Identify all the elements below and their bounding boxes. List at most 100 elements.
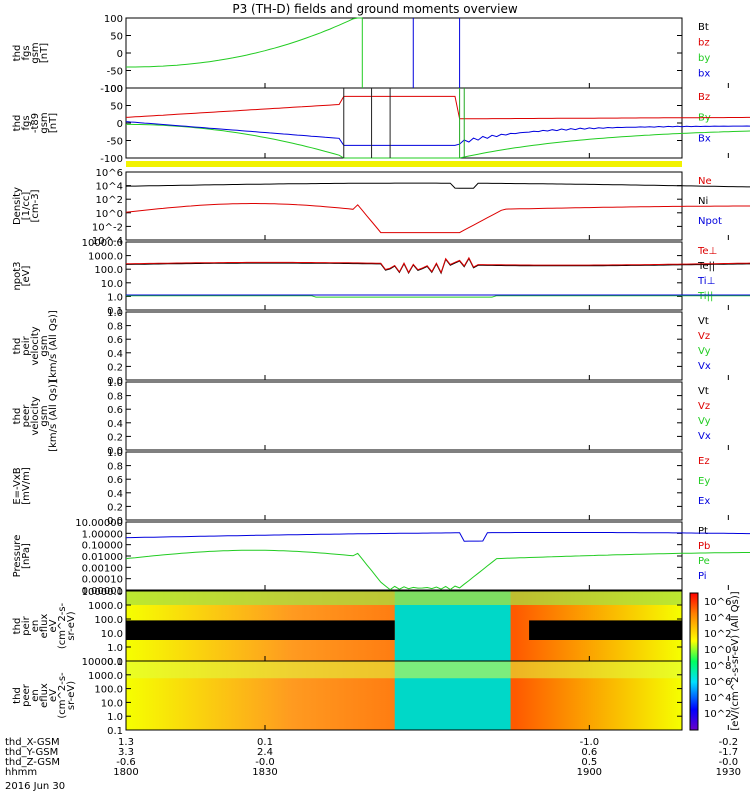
peir-velocity-ylabel: thd: [12, 338, 23, 355]
density-legend-1: Ni: [698, 196, 708, 207]
peer-spectrogram-ytick-label: 10000.0: [82, 657, 123, 668]
colorbar-label: 10^6: [704, 677, 731, 688]
peer-spectrogram-ylabel: peer: [21, 683, 32, 707]
peer-velocity-ytick-label: 0.2: [107, 432, 123, 443]
temperature-legend-1: Te||: [697, 261, 715, 272]
peer-spectrogram-ytick-label: 100.0: [94, 685, 123, 696]
efield-ytick-label: 0.0: [107, 516, 123, 527]
temperature-ylabel: [eV]: [21, 266, 32, 287]
pressure-legend-3: Pi: [698, 571, 707, 582]
xaxis-value: -0.6: [116, 757, 136, 768]
peer-spectrogram-ytick-label: 10.0: [101, 698, 123, 709]
pressure-ytick-label: 0.00100: [82, 563, 123, 574]
peer-velocity-legend-2: Vy: [698, 416, 711, 427]
peir-velocity-ytick-label: 0.2: [107, 362, 123, 373]
pressure-legend-0: Pt: [698, 526, 708, 537]
colorbar-label: 10^4: [704, 613, 731, 624]
fgs-t89-ylabel: -t89: [30, 113, 41, 133]
peer-spectrogram-ylabel: (cm^2-s-: [57, 672, 68, 719]
peer-velocity-legend-3: Vx: [698, 431, 711, 442]
peir-velocity-ytick-label: 0.0: [107, 376, 123, 387]
peer-velocity-ylabel: peer: [21, 404, 32, 428]
density-legend-0: Ne: [698, 176, 712, 187]
xaxis-value: -0.2: [719, 737, 739, 748]
pressure-ytick-label: 0.10000: [82, 541, 123, 552]
peir-velocity-ylabel: velocity: [30, 326, 41, 365]
efield-legend-1: Ey: [698, 476, 710, 487]
fgs-t89-frame: [125, 87, 683, 159]
peir-spectrogram-ytick-label: 1.0: [107, 643, 123, 654]
Pi-trace: [125, 532, 750, 542]
density-ytick-label: 10^-4: [92, 236, 123, 247]
peir-velocity-ytick-label: 0.6: [107, 335, 123, 346]
pressure-ytick-label: 10.00000: [75, 518, 123, 529]
xaxis-value: -0.0: [719, 757, 739, 768]
fgs-t89-ylabel: gsm: [39, 112, 50, 133]
peir-spectrogram-gap-right: [529, 620, 682, 640]
date-label: 2016 Jun 30: [5, 781, 65, 792]
fgs-t89-ytick-label: -50: [107, 137, 123, 148]
efield-ytick-label: 1.0: [107, 448, 123, 459]
fgs-legend-0: Bt: [698, 22, 709, 33]
fgs-ylabel: fgs: [21, 45, 32, 60]
By-trace: [126, 123, 750, 159]
peir-velocity-ytick-label: 0.8: [107, 322, 123, 333]
peir-spectrogram-ytick-label: 100.0: [94, 615, 123, 626]
xaxis-value: 1930: [716, 767, 741, 778]
density-frame: [125, 171, 683, 241]
density-ylabel: Density: [12, 187, 23, 225]
temperature-legend-2: Ti⊥: [697, 276, 715, 287]
xaxis-value: 2.4: [257, 747, 273, 758]
peir-spectrogram-ylabel: sr-eV): [66, 611, 77, 640]
efield-ylabel: E=-VxB: [12, 467, 23, 504]
density-legend-2: Npot: [698, 216, 722, 227]
peir-spectrogram-ytick-label: 0.1: [107, 657, 123, 668]
Pe-trace: [125, 549, 750, 591]
fgs-t89-ylabel: thd: [12, 115, 23, 132]
Te-perp-trace: [125, 256, 750, 274]
fgs-t89-ytick-label: 100: [104, 84, 123, 95]
fgs-t89-legend-1: By: [698, 113, 711, 124]
peer-spectrogram-ylabel: en: [30, 689, 41, 702]
Ni-trace: [125, 182, 750, 189]
peer-spectrogram-ylabel: thd: [12, 687, 23, 704]
peir-spectrogram-ylabel: thd: [12, 618, 23, 635]
Ti-par-trace: [126, 295, 750, 298]
colorbar-label: 10^2: [704, 629, 731, 640]
fgs-ytick-label: -50: [107, 67, 123, 78]
efield-ytick-label: 0.6: [107, 475, 123, 486]
pressure-ytick-label: 1.00000: [82, 529, 123, 540]
fgs-ylabel: gsm: [30, 42, 41, 63]
efield-ylabel: [mV/m]: [21, 467, 32, 505]
peer-spectrogram-ytick-label: 1000.0: [88, 671, 123, 682]
temperature-frame: [125, 241, 683, 311]
Bz-trace: [125, 95, 750, 120]
peir-spectrogram-gap-left: [126, 620, 395, 640]
peir-spectrogram-ylabel: en: [30, 620, 41, 633]
panel-peer-spectrogram: 10000.0 1000.0 100.0 10.0 1.0 0.1 thdpeerenefl…: [12, 657, 683, 737]
peer-velocity-ytick-label: 0.0: [107, 446, 123, 457]
pressure-ytick-label: 0.00010: [82, 575, 123, 586]
xaxis-value: 1.3: [118, 737, 134, 748]
efield-ytick-label: 0.4: [107, 489, 123, 500]
xaxis-value: 0.6: [581, 747, 597, 758]
Bx-trace: [125, 121, 750, 146]
colorbar-label: 10^4: [704, 693, 731, 704]
peir-velocity-ytick-label: 1.0: [107, 308, 123, 319]
fgs-ytick-label: 50: [110, 32, 123, 43]
pressure-ytick-label: 0.01000: [82, 552, 123, 563]
peir-spectrogram-upper-band: [126, 591, 682, 605]
peer-velocity-legend-0: Vt: [698, 386, 709, 397]
xaxis-value: 1800: [113, 767, 138, 778]
peir-velocity-frame: [125, 311, 683, 381]
xaxis-value: -1.7: [719, 747, 739, 758]
colorbar-label: 10^2: [704, 709, 731, 720]
colorbar-label: 10^0: [704, 645, 731, 656]
temperature-ytick-label: 100.0: [94, 265, 123, 276]
xaxis-value: 3.3: [118, 747, 134, 758]
fgs-legend-3: bx: [698, 69, 710, 80]
panel-peer-velocity: 1.0 0.8 0.6 0.4 0.2 0.0 thdpeervelocitygsm[km/…: [12, 378, 711, 457]
xaxis-value: 0.5: [581, 757, 597, 768]
xaxis-row-label: thd_Z-GSM: [5, 757, 60, 768]
